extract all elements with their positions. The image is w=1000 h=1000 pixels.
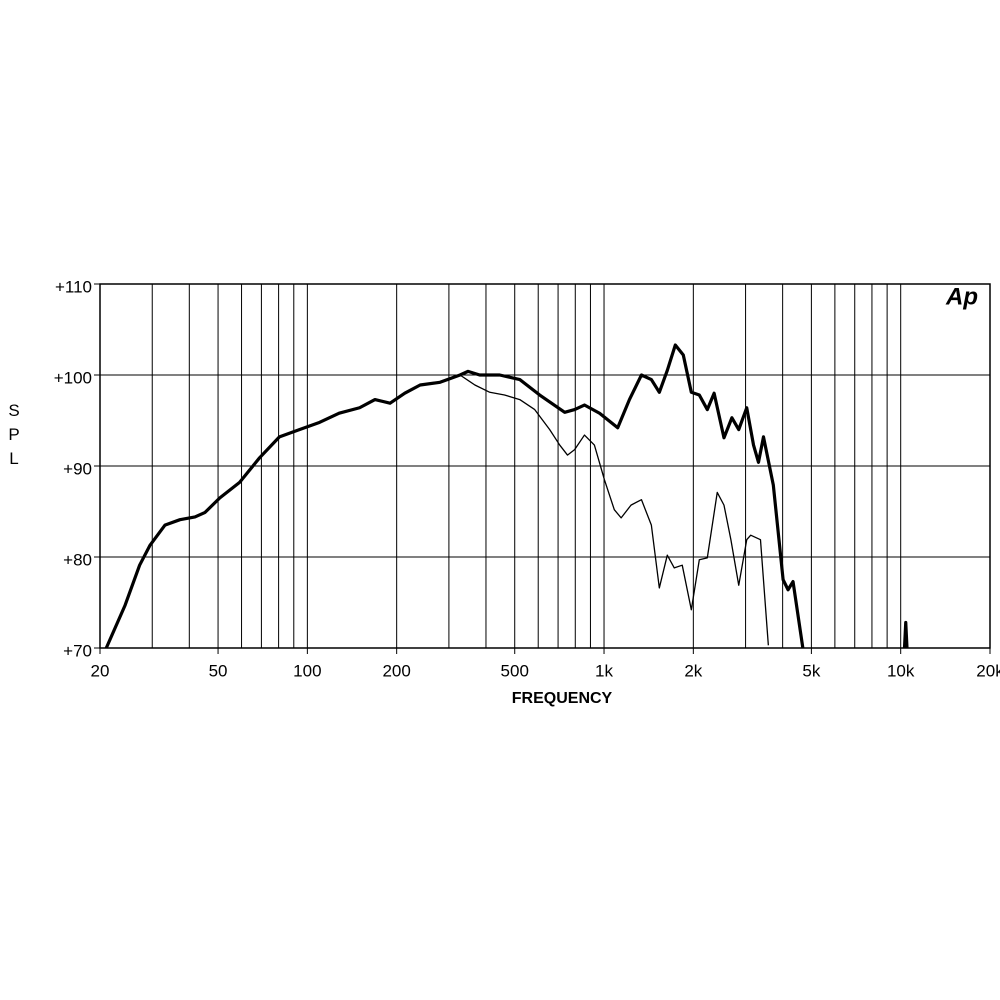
series-line (459, 374, 769, 646)
series-line (104, 343, 909, 649)
x-tick-label: 5k (802, 661, 820, 680)
y-tick-label: +110 (55, 277, 92, 296)
y-tick-label: +80 (63, 550, 92, 569)
x-tick-label: 10k (887, 661, 915, 680)
x-tick-label: 500 (501, 661, 529, 680)
y-tick-label: +90 (63, 459, 92, 478)
x-tick-label: 20 (91, 661, 110, 680)
x-tick-label: 200 (382, 661, 410, 680)
x-tick-label: 2k (684, 661, 702, 680)
x-tick-label: 100 (293, 661, 321, 680)
x-tick-label: 50 (209, 661, 228, 680)
x-axis-label: FREQUENCY (512, 690, 613, 707)
plot-frame (99, 283, 991, 649)
y-tick-label: +100 (54, 368, 92, 387)
y-tick-label: +70 (63, 641, 92, 660)
logo: Ap (945, 283, 978, 310)
x-tick-label: 1k (595, 661, 613, 680)
x-tick-label: 20k (976, 661, 1000, 680)
